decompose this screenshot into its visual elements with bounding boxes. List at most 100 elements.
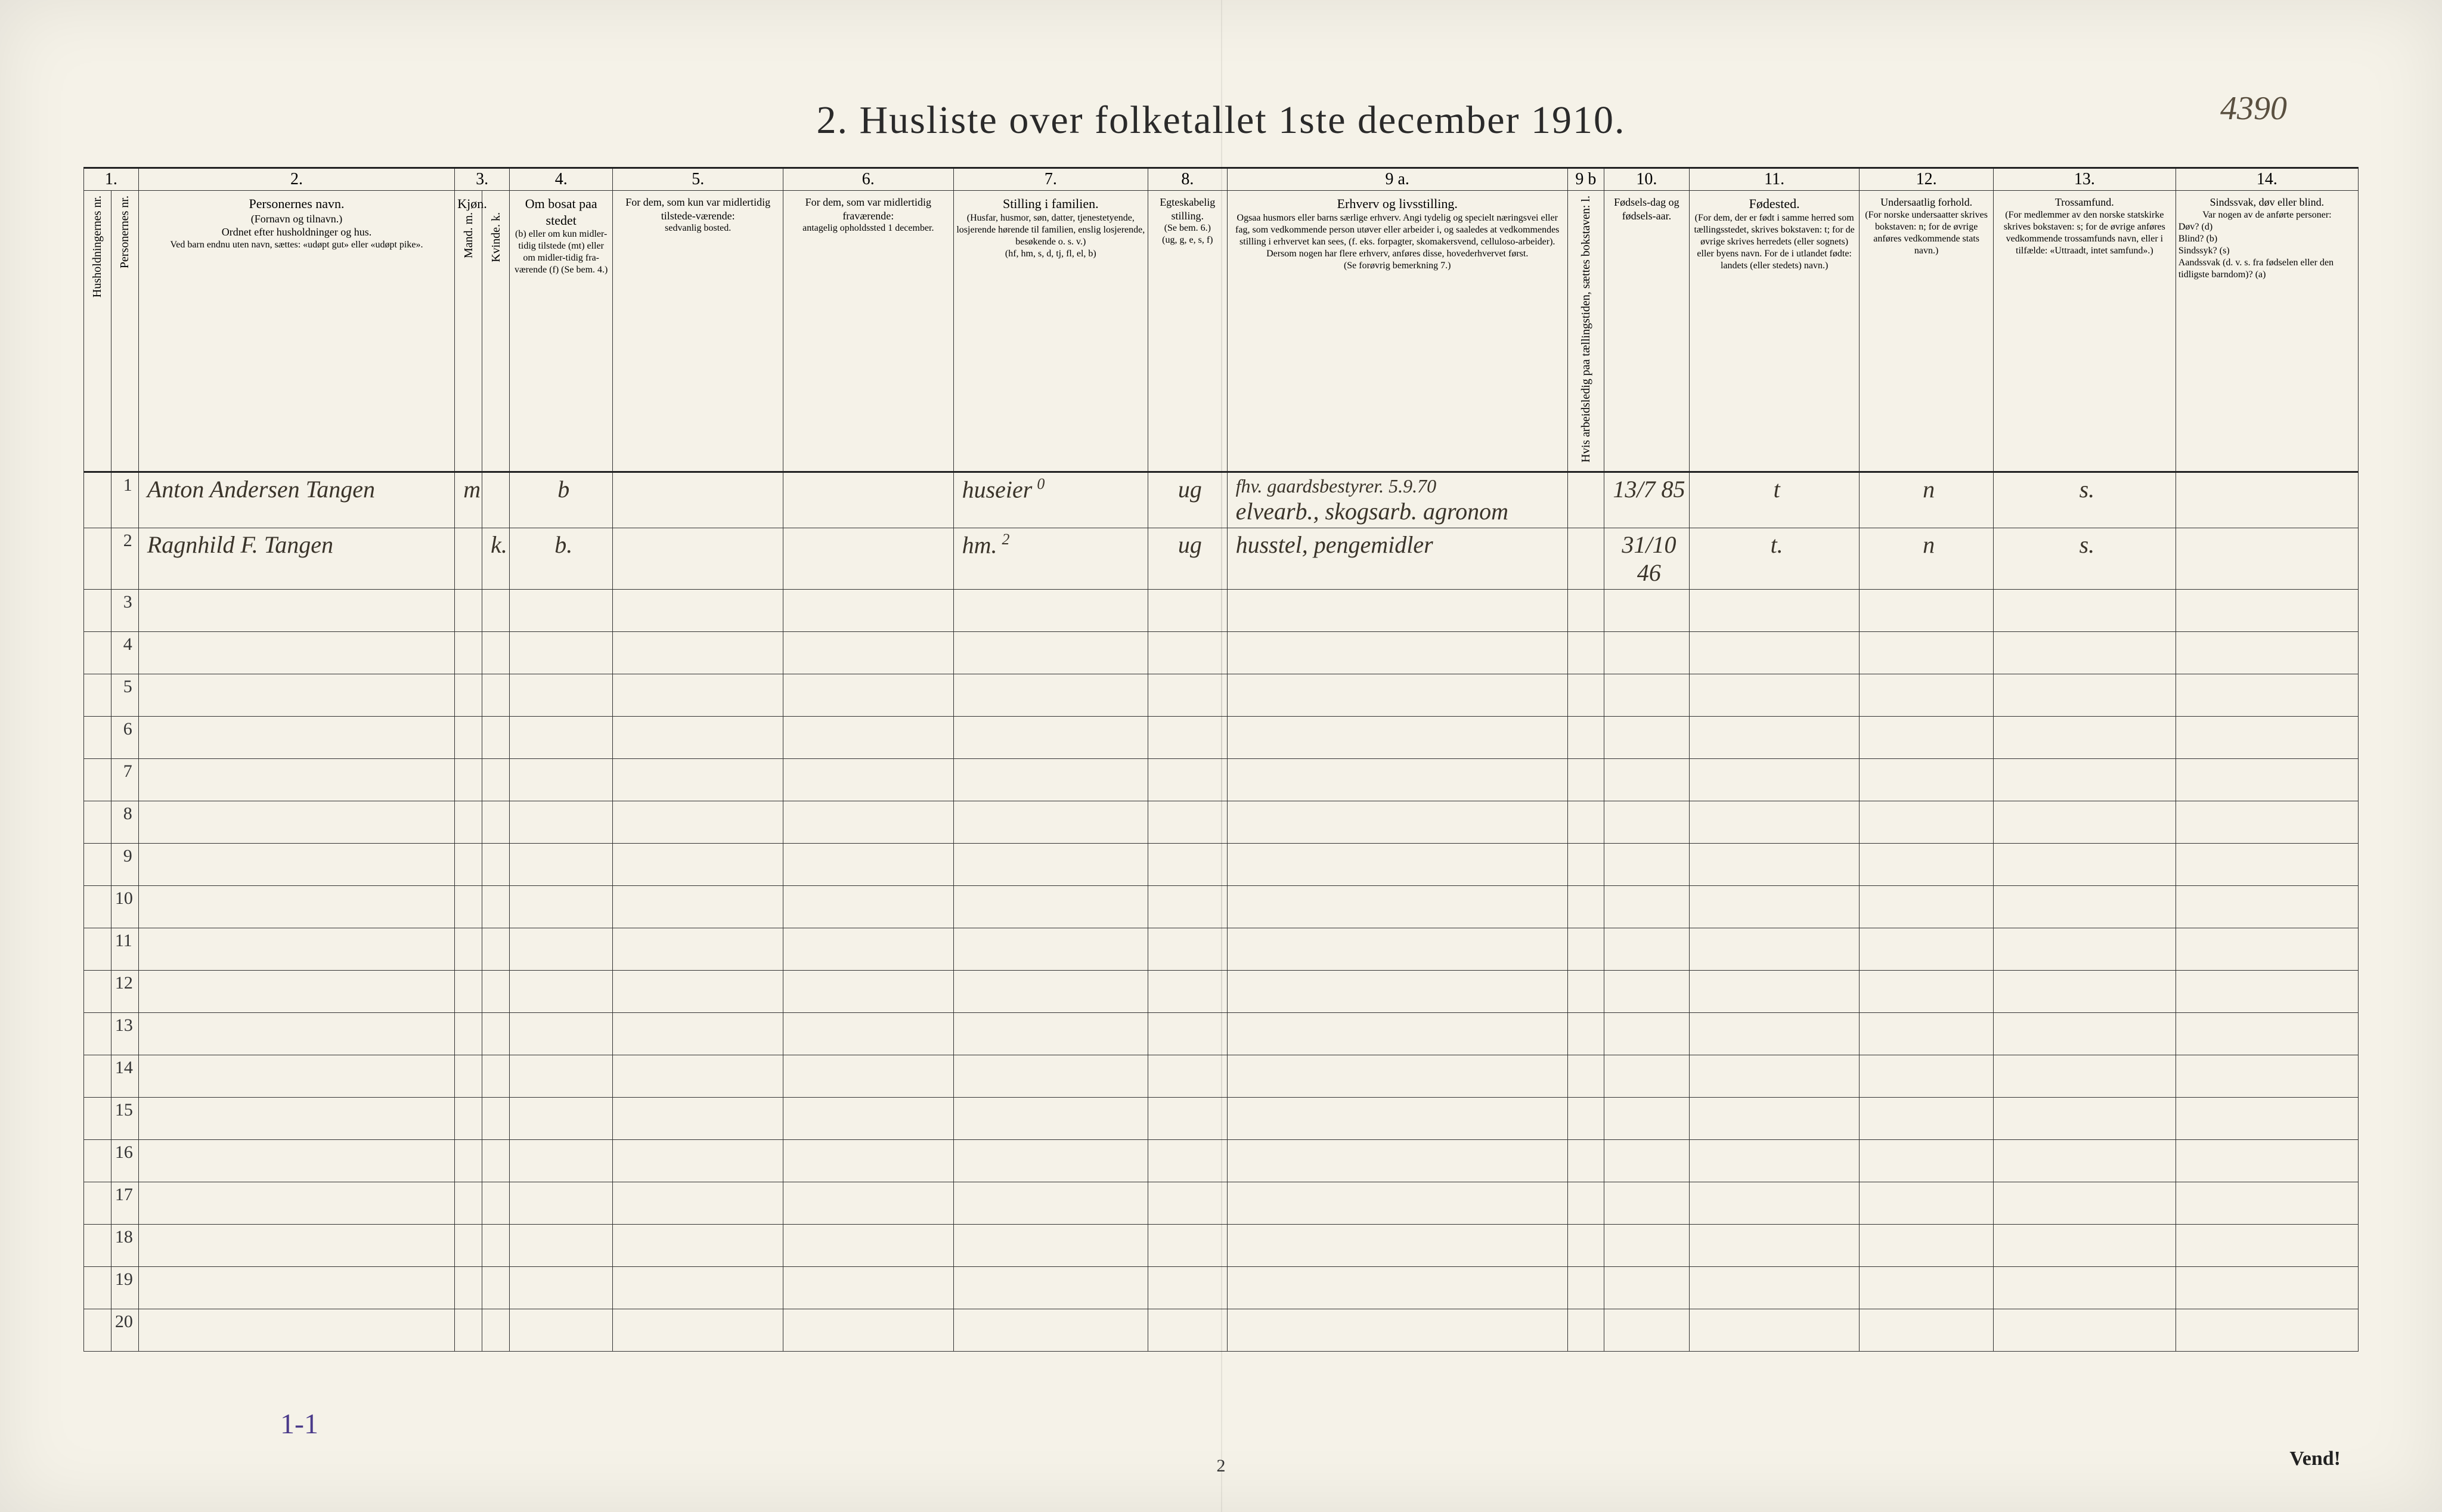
cell xyxy=(1860,1182,1993,1225)
cell xyxy=(1148,1182,1228,1225)
cell: k. xyxy=(482,528,510,590)
cell xyxy=(1567,1098,1604,1140)
cell xyxy=(953,1267,1148,1309)
cell: 15 xyxy=(111,1098,138,1140)
cell: s. xyxy=(1993,472,2176,528)
cell xyxy=(1227,674,1567,717)
cell xyxy=(1604,1140,1690,1182)
cell xyxy=(2176,1098,2358,1140)
cell xyxy=(1604,1309,1690,1352)
cell xyxy=(1604,971,1690,1013)
cell xyxy=(138,801,454,844)
cell xyxy=(509,1225,612,1267)
cell xyxy=(138,674,454,717)
header-temp-present: For dem, som kun var midlertidig tilsted… xyxy=(613,191,783,472)
cell xyxy=(1993,928,2176,971)
cell xyxy=(509,1098,612,1140)
cell xyxy=(455,801,482,844)
cell xyxy=(2176,759,2358,801)
turn-over-label: Vend! xyxy=(2289,1448,2341,1470)
cell: fhv. gaardsbestyrer. 5.9.70elvearb., sko… xyxy=(1227,472,1567,528)
header-nationality: Undersaatlig forhold. (For norske unders… xyxy=(1860,191,1993,472)
cell xyxy=(1860,674,1993,717)
cell: 1 xyxy=(111,472,138,528)
cell xyxy=(1148,1140,1228,1182)
cell xyxy=(783,674,954,717)
cell xyxy=(482,1182,510,1225)
cell xyxy=(1227,1055,1567,1098)
header-marital: Egteskabelig stilling. (Se bem. 6.) (ug,… xyxy=(1148,191,1228,472)
cell xyxy=(138,1309,454,1352)
cell xyxy=(1993,759,2176,801)
colnum: 1. xyxy=(84,168,139,191)
cell xyxy=(613,1182,783,1225)
cell xyxy=(84,844,111,886)
header-birthdate: Fødsels-dag og fødsels-aar. xyxy=(1604,191,1690,472)
cell xyxy=(613,1309,783,1352)
cell xyxy=(953,844,1148,886)
cell: 5 xyxy=(111,674,138,717)
cell xyxy=(482,1267,510,1309)
cell xyxy=(84,632,111,674)
cell xyxy=(613,971,783,1013)
cell xyxy=(1567,674,1604,717)
cell xyxy=(455,632,482,674)
cell xyxy=(509,1182,612,1225)
cell xyxy=(783,1055,954,1098)
cell xyxy=(953,590,1148,632)
cell xyxy=(84,1098,111,1140)
cell xyxy=(613,1140,783,1182)
cell xyxy=(783,632,954,674)
cell xyxy=(1604,590,1690,632)
cell xyxy=(1604,1098,1690,1140)
cell xyxy=(1227,632,1567,674)
cell: husstel, pengemidler xyxy=(1227,528,1567,590)
cell xyxy=(84,801,111,844)
cell: 19 xyxy=(111,1267,138,1309)
cell: 18 xyxy=(111,1225,138,1267)
cell xyxy=(1567,1140,1604,1182)
cell xyxy=(138,632,454,674)
cell xyxy=(1689,759,1860,801)
cell xyxy=(84,1055,111,1098)
cell xyxy=(482,1055,510,1098)
cell xyxy=(84,1309,111,1352)
header-birthplace: Fødested. (For dem, der er født i samme … xyxy=(1689,191,1860,472)
cell xyxy=(1860,1267,1993,1309)
cell xyxy=(509,1267,612,1309)
cell: 31/10 46 xyxy=(1604,528,1690,590)
cell xyxy=(84,1013,111,1055)
cell xyxy=(1993,717,2176,759)
cell xyxy=(1860,1225,1993,1267)
cell xyxy=(1567,1182,1604,1225)
cell xyxy=(2176,1267,2358,1309)
cell xyxy=(953,632,1148,674)
cell xyxy=(783,1140,954,1182)
cell xyxy=(1148,717,1228,759)
colnum: 9 b xyxy=(1567,168,1604,191)
cell xyxy=(783,528,954,590)
header-name: Personernes navn. (Fornavn og tilnavn.) … xyxy=(138,191,454,472)
cell xyxy=(1993,674,2176,717)
cell xyxy=(1993,632,2176,674)
cell xyxy=(1567,1267,1604,1309)
cell xyxy=(455,886,482,928)
cell xyxy=(482,674,510,717)
cell xyxy=(2176,844,2358,886)
cell xyxy=(1227,759,1567,801)
cell xyxy=(1567,971,1604,1013)
cell xyxy=(1148,1309,1228,1352)
cell xyxy=(1993,801,2176,844)
cell xyxy=(455,1098,482,1140)
cell xyxy=(1993,1267,2176,1309)
cell xyxy=(509,1140,612,1182)
cell xyxy=(1567,1225,1604,1267)
cell xyxy=(1860,1309,1993,1352)
cell xyxy=(1227,801,1567,844)
cell xyxy=(1567,1309,1604,1352)
cell xyxy=(455,1013,482,1055)
cell xyxy=(2176,1013,2358,1055)
cell: b xyxy=(509,472,612,528)
cell xyxy=(1148,971,1228,1013)
colnum: 3. xyxy=(455,168,510,191)
